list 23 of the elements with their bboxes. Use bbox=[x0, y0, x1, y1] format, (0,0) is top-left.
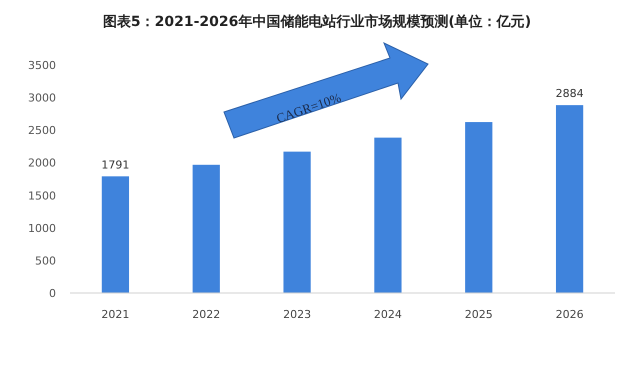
x-tick-label: 2021 bbox=[101, 308, 130, 321]
y-tick-label: 2500 bbox=[28, 124, 56, 138]
bar bbox=[102, 176, 130, 293]
y-tick-label: 3000 bbox=[28, 92, 56, 105]
bar bbox=[465, 122, 492, 293]
y-tick-label: 1000 bbox=[28, 222, 56, 235]
y-tick-label: 2000 bbox=[28, 156, 56, 170]
data-label: 1791 bbox=[101, 158, 130, 172]
x-tick-label: 2023 bbox=[283, 308, 312, 321]
x-tick-label: 2022 bbox=[192, 308, 220, 321]
y-tick-label: 0 bbox=[49, 287, 56, 300]
bar bbox=[192, 164, 220, 293]
x-tick-label: 2025 bbox=[464, 308, 493, 321]
chart-title: 图表5：2021-2026年中国储能电站行业市场规模预测(单位：亿元) bbox=[102, 13, 532, 30]
x-tick-label: 2024 bbox=[374, 308, 402, 321]
bar bbox=[374, 138, 402, 293]
x-tick-label: 2026 bbox=[556, 308, 584, 321]
bar bbox=[283, 152, 311, 293]
y-tick-label: 500 bbox=[35, 254, 56, 268]
y-tick-label: 1500 bbox=[28, 189, 56, 202]
data-label: 2884 bbox=[556, 87, 584, 100]
y-tick-label: 3500 bbox=[28, 59, 56, 72]
bar bbox=[556, 105, 584, 293]
